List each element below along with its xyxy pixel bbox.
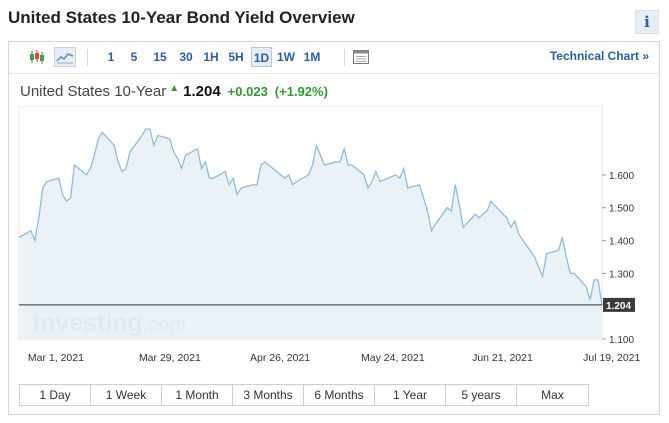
timeframe-1w[interactable]: 1W xyxy=(277,50,295,64)
x-tick-label: Jul 19, 2021 xyxy=(583,352,640,364)
x-tick-label: Apr 26, 2021 xyxy=(250,352,310,364)
chart-widget: 1 5 15 30 1H 5H 1D 1W 1M Technical Chart » Unite… xyxy=(8,41,660,415)
series-line xyxy=(18,128,603,306)
timeframe-1m[interactable]: 1M xyxy=(303,50,321,64)
range-button-5-years[interactable]: 5 years xyxy=(446,385,517,405)
page-title: United States 10-Year Bond Yield Overvie… xyxy=(8,8,355,27)
timeframe-15[interactable]: 15 xyxy=(153,50,167,64)
range-button-3-months[interactable]: 3 Months xyxy=(233,385,304,405)
timeframe-1h[interactable]: 1H xyxy=(203,50,219,64)
chart-toolbar: 1 5 15 30 1H 5H 1D 1W 1M Technical Chart » xyxy=(9,42,659,74)
range-button-6-months[interactable]: 6 Months xyxy=(304,385,375,405)
toolbar-separator xyxy=(344,49,345,66)
x-tick-label: May 24, 2021 xyxy=(361,352,425,364)
y-tick-label: 1.500 xyxy=(609,204,634,215)
info-button[interactable]: i xyxy=(635,10,659,34)
range-button-1-month[interactable]: 1 Month xyxy=(162,385,233,405)
y-tick-label: 1.300 xyxy=(609,269,634,280)
price-change: +0.023 xyxy=(227,84,268,99)
x-tick-label: Mar 29, 2021 xyxy=(139,352,201,364)
candlestick-icon[interactable] xyxy=(26,47,48,67)
quote-header: United States 10-Year ▲ 1.204 +0.023 (+1.92%… xyxy=(20,83,328,100)
last-value-label: 1.204 xyxy=(606,301,631,312)
line-chart-icon[interactable] xyxy=(54,47,76,67)
technical-chart-link[interactable]: Technical Chart » xyxy=(549,49,649,63)
timeframe-1[interactable]: 1 xyxy=(107,50,115,64)
calendar-icon[interactable] xyxy=(350,47,372,67)
timeframe-30[interactable]: 30 xyxy=(179,50,193,64)
yield-chart[interactable]: Investing.com1.6001.5001.4001.3001.1001.… xyxy=(9,106,659,366)
timeframe-5h[interactable]: 5H xyxy=(228,50,244,64)
range-button-1-day[interactable]: 1 Day xyxy=(20,385,91,405)
y-tick-label: 1.600 xyxy=(609,171,634,182)
price-change-percent: (+1.92%) xyxy=(274,84,328,99)
timeframe-5[interactable]: 5 xyxy=(130,50,138,64)
range-button-1-year[interactable]: 1 Year xyxy=(375,385,446,405)
timeframe-1d[interactable]: 1D xyxy=(251,47,272,67)
x-tick-label: Mar 1, 2021 xyxy=(28,352,84,364)
last-price: 1.204 xyxy=(183,83,221,100)
range-button-1-week[interactable]: 1 Week xyxy=(91,385,162,405)
range-selector: 1 Day 1 Week 1 Month 3 Months 6 Months 1 Year… xyxy=(19,384,589,406)
area-fill xyxy=(19,129,602,339)
instrument-name: United States 10-Year xyxy=(20,83,167,100)
y-tick-label: 1.100 xyxy=(609,335,634,346)
up-arrow-icon: ▲ xyxy=(169,83,180,94)
x-tick-label: Jun 21, 2021 xyxy=(472,352,533,364)
toolbar-separator xyxy=(87,49,88,66)
range-button-max[interactable]: Max xyxy=(517,385,588,405)
last-value-badge xyxy=(603,297,635,312)
y-tick-label: 1.400 xyxy=(609,237,634,248)
